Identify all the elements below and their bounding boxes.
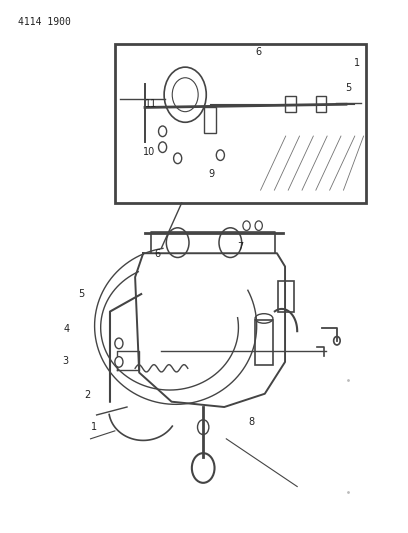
Text: 5: 5: [78, 289, 85, 299]
Circle shape: [115, 357, 123, 367]
Text: 7: 7: [237, 242, 244, 252]
Text: 5: 5: [346, 83, 352, 93]
Bar: [286, 96, 296, 112]
Circle shape: [216, 150, 224, 160]
Bar: [278, 281, 293, 312]
Text: 1: 1: [354, 58, 360, 68]
Circle shape: [255, 221, 262, 230]
Circle shape: [159, 142, 166, 152]
Text: 2: 2: [84, 390, 91, 400]
Bar: [255, 319, 273, 365]
Circle shape: [174, 153, 182, 164]
Text: 11: 11: [145, 99, 157, 109]
Bar: [115, 44, 366, 203]
Circle shape: [159, 126, 166, 136]
Bar: [204, 107, 216, 133]
Text: 10: 10: [143, 147, 155, 157]
Text: 6: 6: [154, 249, 160, 260]
Text: 9: 9: [208, 169, 215, 179]
Text: 4: 4: [64, 324, 70, 334]
Circle shape: [115, 338, 123, 349]
Text: 6: 6: [255, 47, 261, 56]
Text: 3: 3: [62, 356, 69, 366]
Circle shape: [243, 221, 250, 230]
Text: 1: 1: [91, 422, 97, 432]
Text: 4114 1900: 4114 1900: [18, 17, 71, 27]
Bar: [316, 96, 326, 112]
Text: 8: 8: [249, 417, 255, 427]
